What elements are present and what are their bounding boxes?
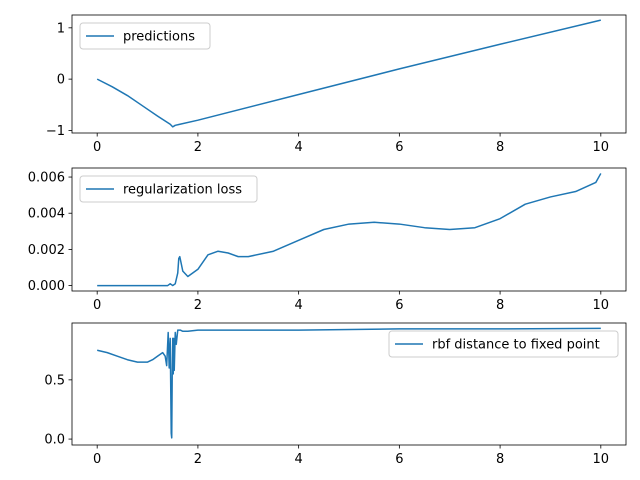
x-tick-label: 6 [395,452,403,467]
axes-frame [71,167,627,292]
x-tick-label: 2 [194,298,202,313]
x-tick-label: 10 [593,298,610,313]
legend: rbf distance to fixed point [388,330,619,358]
series-line-1-1 [96,19,601,128]
x-tick-label: 6 [395,140,403,155]
x-tick-label: 10 [593,140,610,155]
axes-frame [71,14,627,134]
legend: predictions [79,22,211,50]
legend-label: predictions [123,30,195,45]
x-tick-label: 4 [294,140,302,155]
x-tick-label: 0 [93,140,101,155]
subplot-3: 0 2 4 6 8 10 0.0 0.5 rbf distance to fixed point [44,322,627,467]
x-tick-label: 8 [496,140,504,155]
series-line-3-1 [97,327,601,439]
x-tick-label: 8 [496,298,504,313]
y-tick-label: 0.0 [44,433,65,448]
legend: regularization loss [79,175,258,203]
y-tick-label: 0.002 [28,243,65,258]
x-tick-label: 6 [395,298,403,313]
y-tick-label: 1 [57,21,65,36]
legend-label: rbf distance to fixed point [432,338,600,353]
series-line-2-1 [97,173,602,287]
y-tick-label: 0 [57,73,65,88]
y-tick-label: 0.006 [28,171,65,186]
x-tick-label: 0 [93,298,101,313]
y-tick-label: 0.004 [28,207,65,222]
x-tick-label: 4 [294,452,302,467]
legend-box [388,330,619,358]
subplot-1: 0 2 4 6 8 10 −1 0 1 predictions [46,14,627,155]
y-tick-label: −1 [46,124,65,139]
legend-box [79,22,211,50]
axes-frame [71,322,627,446]
legend-box [79,175,258,203]
x-tick-label: 4 [294,298,302,313]
x-tick-label: 10 [593,452,610,467]
subplot-2: 0 2 4 6 8 10 0.000 0.002 0.004 0.006 regularizatio… [28,167,627,313]
legend-label: regularization loss [123,183,242,198]
x-tick-label: 2 [194,452,202,467]
y-tick-label: 0.5 [44,373,65,388]
x-tick-label: 0 [93,452,101,467]
x-tick-label: 8 [496,452,504,467]
x-tick-label: 2 [194,140,202,155]
y-tick-label: 0.000 [28,279,65,294]
